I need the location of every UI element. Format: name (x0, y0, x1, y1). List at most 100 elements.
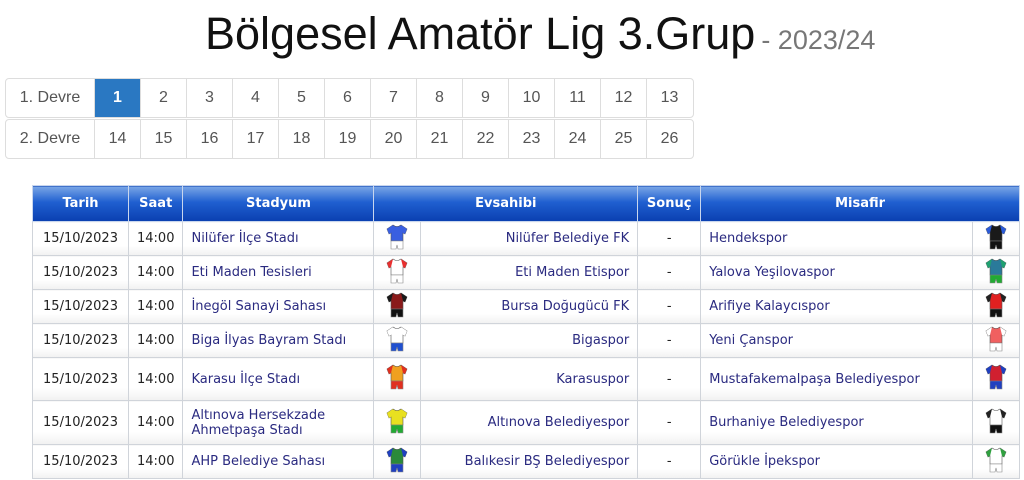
stadium-link[interactable]: Nilüfer İlçe Stadı (182, 221, 375, 256)
match-time: 14:00 (127, 357, 184, 401)
home-team-link[interactable]: Bursa Doğugücü FK (420, 289, 639, 324)
match-date: 15/10/2023 (32, 400, 129, 445)
home-kit-icon (373, 221, 422, 256)
table-row: 15/10/2023 14:00 Eti Maden Tesisleri Eti Ma… (32, 255, 1020, 290)
match-score: - (637, 289, 702, 324)
home-team-link[interactable]: Nilüfer Belediye FK (420, 221, 639, 256)
away-kit-icon (972, 323, 1020, 358)
home-kit-icon (373, 357, 422, 401)
week-pager: 1. Devre 1 2 3 4 5 6 7 8 9 10 11 12 13 2. Devre 14 15 16 1… (5, 78, 694, 160)
week-link-7[interactable]: 7 (370, 79, 416, 117)
away-kit-icon (972, 400, 1020, 445)
week-link-1[interactable]: 1 (94, 79, 140, 117)
week-link-15[interactable]: 15 (140, 120, 186, 158)
week-link-11[interactable]: 11 (554, 79, 600, 117)
home-team-link[interactable]: Balıkesir BŞ Belediyespor (420, 444, 639, 479)
week-link-5[interactable]: 5 (278, 79, 324, 117)
home-kit-icon (373, 323, 422, 358)
week-link-17[interactable]: 17 (232, 120, 278, 158)
match-date: 15/10/2023 (32, 221, 129, 256)
week-link-26[interactable]: 26 (646, 120, 692, 158)
stadium-link[interactable]: AHP Belediye Sahası (182, 444, 375, 479)
league-title: Bölgesel Amatör Lig 3.Grup (205, 8, 756, 59)
away-team-link[interactable]: Görükle İpekspor (700, 444, 973, 479)
header-date: Tarih (32, 185, 129, 222)
away-team-link[interactable]: Arifiye Kalaycıspor (700, 289, 973, 324)
match-date: 15/10/2023 (32, 289, 129, 324)
season-label: - 2023/24 (761, 25, 876, 55)
table-header-row: Tarih Saat Stadyum Evsahibi Sonuç Misafi… (32, 185, 1020, 222)
week-link-25[interactable]: 25 (600, 120, 646, 158)
match-time: 14:00 (127, 289, 184, 324)
away-team-link[interactable]: Mustafakemalpaşa Belediyespor (700, 357, 973, 401)
header-home: Evsahibi (373, 185, 639, 222)
week-link-6[interactable]: 6 (324, 79, 370, 117)
stadium-link[interactable]: İnegöl Sanayi Sahası (182, 289, 375, 324)
week-link-24[interactable]: 24 (554, 120, 600, 158)
stadium-link[interactable]: Biga İlyas Bayram Stadı (182, 323, 375, 358)
table-row: 15/10/2023 14:00 Karasu İlçe Stadı Karasusp… (32, 357, 1020, 401)
week-link-18[interactable]: 18 (278, 120, 324, 158)
away-kit-icon (972, 289, 1020, 324)
week-link-20[interactable]: 20 (370, 120, 416, 158)
header-away: Misafir (700, 185, 1020, 222)
week-link-12[interactable]: 12 (600, 79, 646, 117)
table-row: 15/10/2023 14:00 Altınova Hersekzade Ahmet… (32, 400, 1020, 445)
home-kit-icon (373, 400, 422, 445)
week-link-23[interactable]: 23 (508, 120, 554, 158)
match-score: - (637, 323, 702, 358)
fixtures-table: Tarih Saat Stadyum Evsahibi Sonuç Misafi… (32, 185, 1020, 479)
week-link-8[interactable]: 8 (416, 79, 462, 117)
half-label: 1. Devre (19, 89, 81, 106)
away-kit-icon (972, 444, 1020, 479)
match-date: 15/10/2023 (32, 255, 129, 290)
stadium-link[interactable]: Altınova Hersekzade Ahmetpaşa Stadı (182, 400, 375, 445)
week-link-9[interactable]: 9 (462, 79, 508, 117)
match-time: 14:00 (127, 323, 184, 358)
match-score: - (637, 444, 702, 479)
week-link-21[interactable]: 21 (416, 120, 462, 158)
match-time: 14:00 (127, 444, 184, 479)
week-link-3[interactable]: 3 (186, 79, 232, 117)
stadium-link[interactable]: Eti Maden Tesisleri (182, 255, 375, 290)
home-kit-icon (373, 289, 422, 324)
away-team-link[interactable]: Yeni Çanspor (700, 323, 973, 358)
week-link-19[interactable]: 19 (324, 120, 370, 158)
table-row: 15/10/2023 14:00 AHP Belediye Sahası Balıke… (32, 444, 1020, 479)
header-score: Sonuç (637, 185, 702, 222)
week-link-16[interactable]: 16 (186, 120, 232, 158)
match-time: 14:00 (127, 255, 184, 290)
match-score: - (637, 400, 702, 445)
home-team-link[interactable]: Bigaspor (420, 323, 639, 358)
match-time: 14:00 (127, 400, 184, 445)
away-kit-icon (972, 357, 1020, 401)
stadium-link[interactable]: Karasu İlçe Stadı (182, 357, 375, 401)
week-link-4[interactable]: 4 (232, 79, 278, 117)
pager-row: 2. Devre 14 15 16 17 18 19 20 21 22 23 24 25 26 (5, 119, 694, 159)
table-row: 15/10/2023 14:00 İnegöl Sanayi Sahası Bursa… (32, 289, 1020, 324)
page-title: Bölgesel Amatör Lig 3.Grup - 2023/24 (205, 8, 875, 60)
away-team-link[interactable]: Hendekspor (700, 221, 973, 256)
home-team-link[interactable]: Altınova Belediyespor (420, 400, 639, 445)
week-link-13[interactable]: 13 (646, 79, 692, 117)
match-date: 15/10/2023 (32, 444, 129, 479)
week-link-10[interactable]: 10 (508, 79, 554, 117)
match-date: 15/10/2023 (32, 357, 129, 401)
match-score: - (637, 357, 702, 401)
pager-row: 1. Devre 1 2 3 4 5 6 7 8 9 10 11 12 13 (5, 78, 694, 118)
table-row: 15/10/2023 14:00 Biga İlyas Bayram Stadı Bi… (32, 323, 1020, 358)
week-link-2[interactable]: 2 (140, 79, 186, 117)
header-time: Saat (127, 185, 184, 222)
away-team-link[interactable]: Yalova Yeşilovaspor (700, 255, 973, 290)
match-time: 14:00 (127, 221, 184, 256)
home-team-link[interactable]: Eti Maden Etispor (420, 255, 639, 290)
header-stadium: Stadyum (182, 185, 375, 222)
week-link-14[interactable]: 14 (94, 120, 140, 158)
match-date: 15/10/2023 (32, 323, 129, 358)
table-row: 15/10/2023 14:00 Nilüfer İlçe Stadı Nilüfer… (32, 221, 1020, 256)
home-kit-icon (373, 444, 422, 479)
home-team-link[interactable]: Karasuspor (420, 357, 639, 401)
away-kit-icon (972, 255, 1020, 290)
away-team-link[interactable]: Burhaniye Belediyespor (700, 400, 973, 445)
week-link-22[interactable]: 22 (462, 120, 508, 158)
